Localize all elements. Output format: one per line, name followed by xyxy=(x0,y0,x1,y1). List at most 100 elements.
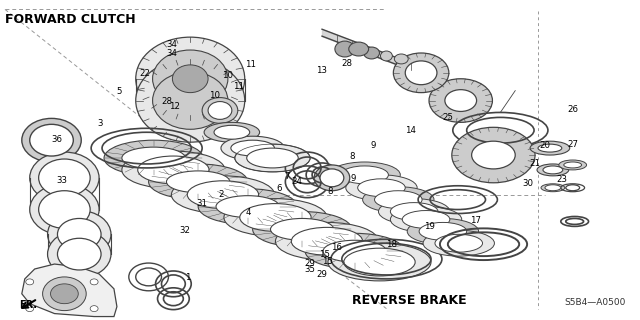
Ellipse shape xyxy=(335,41,355,57)
Ellipse shape xyxy=(328,243,431,281)
Text: 11: 11 xyxy=(245,60,256,69)
Text: FORWARD CLUTCH: FORWARD CLUTCH xyxy=(5,13,136,26)
Ellipse shape xyxy=(275,222,378,260)
Ellipse shape xyxy=(405,61,437,85)
Ellipse shape xyxy=(29,152,99,204)
Ellipse shape xyxy=(329,162,400,188)
Text: 5: 5 xyxy=(116,87,122,96)
Text: 15: 15 xyxy=(322,257,333,266)
Text: 25: 25 xyxy=(442,113,453,122)
Ellipse shape xyxy=(136,37,244,120)
Text: 10: 10 xyxy=(221,71,232,80)
Text: 34: 34 xyxy=(166,40,177,49)
Text: 7: 7 xyxy=(285,172,290,181)
Ellipse shape xyxy=(172,176,275,213)
Ellipse shape xyxy=(314,165,349,191)
Text: 18: 18 xyxy=(386,240,397,249)
Ellipse shape xyxy=(148,164,248,200)
Ellipse shape xyxy=(58,238,101,270)
Ellipse shape xyxy=(530,141,570,155)
Ellipse shape xyxy=(378,199,450,224)
Text: S5B4—A0500: S5B4—A0500 xyxy=(564,298,626,307)
Text: 19: 19 xyxy=(424,222,435,231)
Ellipse shape xyxy=(390,207,461,232)
Ellipse shape xyxy=(545,185,561,191)
Ellipse shape xyxy=(543,166,563,174)
Text: 8: 8 xyxy=(349,152,355,161)
Ellipse shape xyxy=(58,219,101,250)
Text: 20: 20 xyxy=(540,141,551,150)
Text: 14: 14 xyxy=(405,126,417,135)
Ellipse shape xyxy=(172,65,208,92)
Ellipse shape xyxy=(136,59,244,142)
Ellipse shape xyxy=(344,248,415,276)
Ellipse shape xyxy=(38,159,90,197)
Text: 8: 8 xyxy=(327,187,333,196)
Text: 3: 3 xyxy=(97,119,103,128)
Ellipse shape xyxy=(138,156,209,184)
Ellipse shape xyxy=(246,148,298,168)
Ellipse shape xyxy=(104,140,203,176)
Ellipse shape xyxy=(291,228,363,255)
Text: 2: 2 xyxy=(218,190,223,199)
Ellipse shape xyxy=(341,166,388,184)
Text: 28: 28 xyxy=(161,97,172,106)
Ellipse shape xyxy=(374,191,422,209)
Ellipse shape xyxy=(445,90,477,111)
Ellipse shape xyxy=(214,125,250,139)
Ellipse shape xyxy=(202,98,238,123)
Ellipse shape xyxy=(358,179,405,197)
Text: 16: 16 xyxy=(331,243,342,252)
Ellipse shape xyxy=(152,72,228,129)
Ellipse shape xyxy=(90,306,98,312)
Text: 31: 31 xyxy=(196,199,207,208)
Ellipse shape xyxy=(394,54,408,64)
Ellipse shape xyxy=(380,51,392,61)
Text: FR.: FR. xyxy=(19,300,36,310)
Text: 23: 23 xyxy=(556,175,567,184)
Text: 10: 10 xyxy=(209,92,220,100)
Ellipse shape xyxy=(240,204,311,231)
Ellipse shape xyxy=(346,175,417,201)
Ellipse shape xyxy=(537,164,569,176)
Text: 9: 9 xyxy=(351,174,356,183)
Ellipse shape xyxy=(224,199,327,236)
Ellipse shape xyxy=(407,219,479,244)
Text: 29: 29 xyxy=(317,270,328,279)
Ellipse shape xyxy=(166,171,230,193)
Ellipse shape xyxy=(419,222,467,240)
Text: 36: 36 xyxy=(52,135,63,144)
Text: 11: 11 xyxy=(233,82,244,91)
Ellipse shape xyxy=(208,101,232,119)
Ellipse shape xyxy=(305,233,404,269)
Text: 29: 29 xyxy=(304,259,315,268)
Ellipse shape xyxy=(204,122,260,142)
Ellipse shape xyxy=(29,184,99,235)
Text: 33: 33 xyxy=(56,176,67,185)
Text: 9: 9 xyxy=(370,141,376,150)
Text: 21: 21 xyxy=(529,159,540,168)
Ellipse shape xyxy=(47,230,111,278)
Text: 26: 26 xyxy=(568,105,579,114)
Ellipse shape xyxy=(323,240,387,262)
Ellipse shape xyxy=(349,42,369,56)
Ellipse shape xyxy=(38,191,90,228)
Text: 28: 28 xyxy=(341,59,353,68)
Ellipse shape xyxy=(90,279,98,285)
Ellipse shape xyxy=(320,169,344,187)
Text: 17: 17 xyxy=(470,216,481,225)
Ellipse shape xyxy=(390,203,438,220)
Ellipse shape xyxy=(423,230,495,256)
Ellipse shape xyxy=(198,189,297,224)
Ellipse shape xyxy=(29,124,74,156)
Ellipse shape xyxy=(22,118,81,162)
Text: 34: 34 xyxy=(166,49,177,58)
Ellipse shape xyxy=(43,277,86,311)
Ellipse shape xyxy=(188,181,259,209)
Ellipse shape xyxy=(152,50,228,108)
Ellipse shape xyxy=(51,284,78,304)
Ellipse shape xyxy=(26,279,34,285)
Polygon shape xyxy=(22,264,117,316)
Text: 32: 32 xyxy=(179,226,190,235)
Ellipse shape xyxy=(122,147,186,169)
